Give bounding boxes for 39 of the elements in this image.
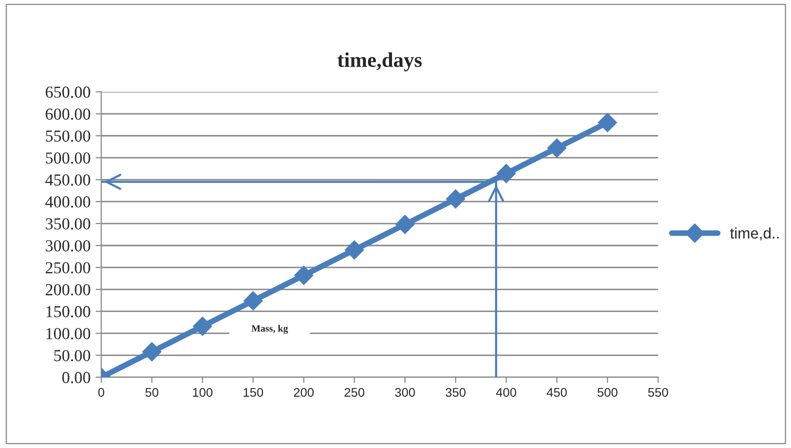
y-tick-label: 250.00 [46,262,90,274]
point [294,266,314,285]
point [496,164,516,184]
y-tick-label: 350.00 [46,218,90,230]
y-tick-label: 500.00 [46,152,90,164]
y-tick-label: 550.00 [46,130,90,142]
chart-title: time,days [337,52,422,72]
y-tick-label: 0.00 [62,372,90,384]
legend-label: time,d.. [730,227,779,240]
x-tick-label: 50 [145,388,158,397]
y-tick-label: 150.00 [46,306,90,318]
point [142,342,162,362]
x-tick-label: 250 [344,388,364,397]
x-tick-label: 350 [446,388,466,397]
y-tick-label: 100.00 [46,328,90,340]
x-tick-label: 550 [648,388,668,397]
y-tick-label: 200.00 [46,284,90,296]
point [192,316,212,336]
x-tick-label: 450 [546,388,567,397]
point [344,240,364,260]
x-tick-label: 300 [395,388,415,397]
x-tick-label: 0 [98,388,104,397]
point [598,113,618,132]
point [547,138,566,158]
y-tick-label: 300.00 [46,240,90,252]
y-tick-label: 400.00 [45,196,90,208]
x-tick-label: 200 [294,388,314,397]
x-tick-label: 400 [496,388,516,397]
y-tick-label: 650.00 [46,86,90,98]
x-tick-label: 150 [244,388,264,397]
y-tick-label: 50.00 [54,350,90,362]
point [244,291,263,310]
annotation: Mass, kg [252,324,288,334]
point [446,189,466,208]
y-tick-label: 600.00 [46,108,90,120]
point [395,214,415,234]
y-tick-label: 450.00 [45,174,90,186]
x-tick-label: 100 [193,388,212,397]
x-tick-label: 500 [598,388,618,397]
